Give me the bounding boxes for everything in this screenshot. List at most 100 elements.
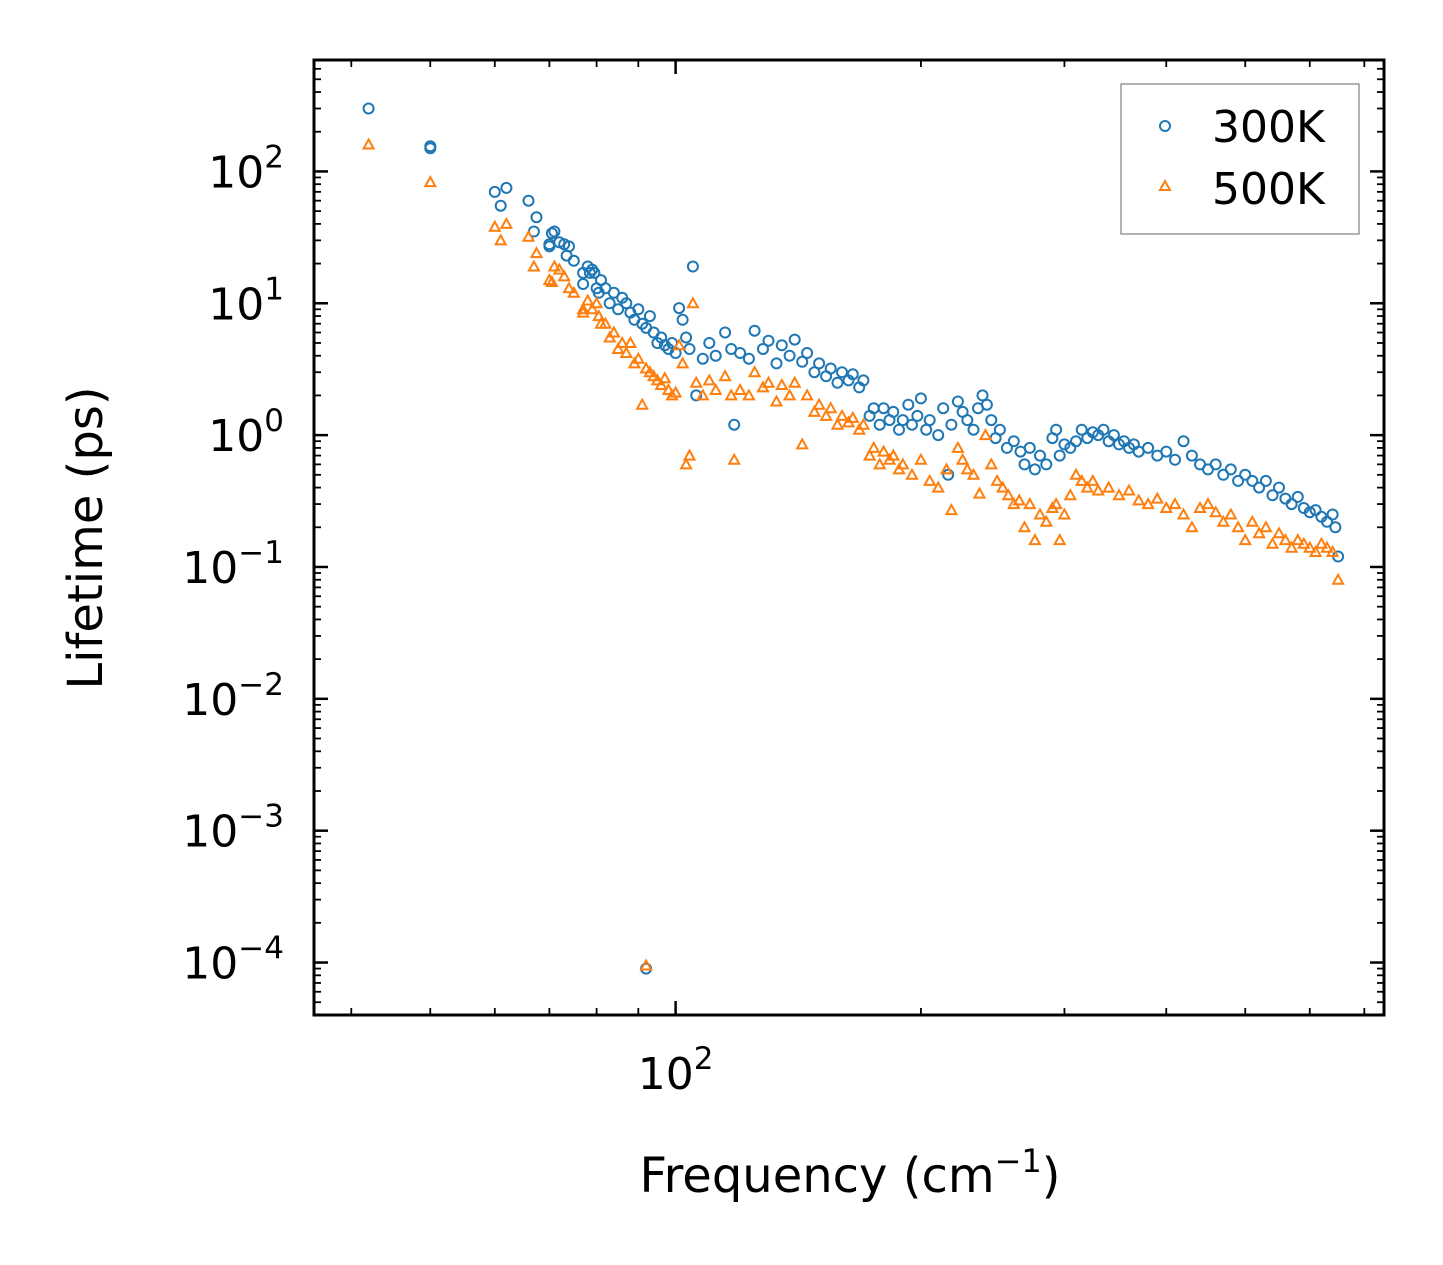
series-500k xyxy=(361,137,1345,971)
data-point-300k xyxy=(783,349,796,362)
data-point-300k xyxy=(1291,490,1304,503)
data-point-500k xyxy=(1053,533,1067,546)
data-point-500k xyxy=(769,394,784,407)
data-point-300k xyxy=(1209,458,1222,471)
data-point-500k xyxy=(1141,497,1155,510)
y-tick-label: 102 xyxy=(208,139,284,198)
data-point-300k xyxy=(577,278,590,290)
data-point-500k xyxy=(567,285,581,298)
data-point-300k xyxy=(801,347,814,359)
y-tick-label: 10−4 xyxy=(182,931,284,990)
data-point-300k xyxy=(985,414,998,427)
data-point-500k xyxy=(1168,497,1182,510)
data-point-300k xyxy=(1050,423,1063,436)
data-point-500k xyxy=(1245,514,1259,527)
data-point-500k xyxy=(1023,497,1037,510)
data-point-300k xyxy=(632,303,645,316)
data-point-300k xyxy=(877,402,890,415)
data-point-500k xyxy=(675,356,690,369)
data-point-300k xyxy=(1107,429,1120,442)
data-point-300k xyxy=(808,366,821,379)
data-point-300k xyxy=(683,343,696,355)
data-point-300k xyxy=(1329,521,1342,534)
data-point-300k xyxy=(563,240,575,253)
data-point-500k xyxy=(1185,520,1199,533)
data-point-300k xyxy=(893,423,905,436)
data-point-500k xyxy=(923,473,937,486)
data-point-300k xyxy=(951,395,964,408)
data-point-500k xyxy=(788,375,802,388)
data-point-300k xyxy=(1185,449,1198,462)
data-point-500k xyxy=(1017,520,1032,533)
data-point-500k xyxy=(1057,507,1072,520)
y-tick-label: 100 xyxy=(208,403,284,462)
data-point-300k xyxy=(902,398,915,411)
data-point-300k xyxy=(362,102,375,115)
data-point-500k xyxy=(542,273,557,286)
data-point-300k xyxy=(920,423,933,436)
data-point-500k xyxy=(672,338,686,351)
data-point-500k xyxy=(1308,544,1323,557)
legend-box xyxy=(1120,83,1360,235)
data-point-500k xyxy=(1150,491,1164,504)
data-point-500k xyxy=(1252,526,1266,539)
data-point-500k xyxy=(775,377,789,390)
y-tick-label: 10−3 xyxy=(182,799,284,858)
data-point-500k xyxy=(1303,540,1317,553)
data-point-500k xyxy=(996,480,1010,493)
data-point-300k xyxy=(748,324,761,337)
data-point-300k xyxy=(686,260,699,273)
data-point-500k xyxy=(978,428,993,441)
data-point-300k xyxy=(836,366,848,379)
data-point-500k xyxy=(951,440,965,453)
data-point-300k xyxy=(857,374,870,387)
data-point-500k xyxy=(598,316,613,329)
data-point-300k xyxy=(643,310,656,323)
data-point-300k xyxy=(1058,438,1071,451)
data-point-500k xyxy=(1049,497,1063,510)
data-point-500k xyxy=(1086,473,1100,486)
data-point-500k xyxy=(830,417,845,430)
y-tick-label: 10−2 xyxy=(182,667,284,726)
data-point-300k xyxy=(1321,515,1333,528)
data-point-500k xyxy=(1176,507,1191,520)
data-point-500k xyxy=(761,375,776,388)
data-point-300k xyxy=(676,313,689,326)
data-point-300k xyxy=(424,142,437,155)
data-point-500k xyxy=(576,305,590,318)
data-point-500k xyxy=(944,503,959,516)
legend-marker-500k xyxy=(1158,178,1172,191)
data-point-300k xyxy=(1224,463,1237,476)
data-point-500k xyxy=(824,401,838,414)
data-point-300k xyxy=(831,376,844,389)
data-point-300k xyxy=(1075,423,1088,436)
data-point-300k xyxy=(906,418,918,431)
data-point-300k xyxy=(488,185,501,198)
data-point-300k xyxy=(1040,458,1053,471)
data-point-300k xyxy=(757,343,769,355)
data-point-500k xyxy=(1012,493,1026,506)
data-point-300k xyxy=(937,402,950,415)
data-point-500k xyxy=(1028,533,1042,546)
data-point-500k xyxy=(661,382,676,395)
data-point-300k xyxy=(719,326,732,339)
data-point-500k xyxy=(668,385,683,398)
legend-marker-300k xyxy=(1159,120,1171,132)
data-point-500k xyxy=(552,262,566,275)
data-point-300k xyxy=(1279,492,1292,505)
data-point-500k xyxy=(1231,520,1245,533)
data-point-500k xyxy=(1284,540,1299,553)
data-point-300k xyxy=(873,418,886,431)
data-point-500k xyxy=(1132,493,1146,506)
data-point-500k xyxy=(1112,488,1126,501)
data-point-300k xyxy=(545,227,558,240)
data-point-500k xyxy=(960,462,974,475)
data-point-500k xyxy=(1001,488,1015,501)
data-point-500k xyxy=(795,437,809,450)
data-point-300k xyxy=(1259,474,1272,487)
data-point-300k xyxy=(680,331,693,344)
data-point-300k xyxy=(567,254,580,267)
data-point-300k xyxy=(1023,441,1036,454)
data-point-300k xyxy=(788,333,801,346)
data-point-500k xyxy=(1238,533,1252,546)
